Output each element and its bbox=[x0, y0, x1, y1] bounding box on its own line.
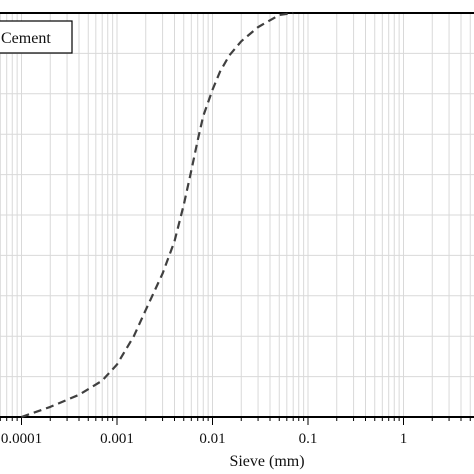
x-tick-label: 1 bbox=[400, 431, 408, 447]
x-tick-label: 0.1 bbox=[299, 431, 318, 447]
x-axis-title: Sieve (mm) bbox=[229, 453, 304, 470]
x-tick-label: 0.0001 bbox=[1, 431, 42, 447]
x-axis-ticks bbox=[0, 417, 471, 425]
x-tick-label: 0.001 bbox=[100, 431, 134, 447]
legend-box bbox=[0, 20, 73, 54]
legend-entry-cement: Cement bbox=[1, 30, 51, 47]
series-line-cement bbox=[21, 11, 294, 419]
x-tick-label: 0.01 bbox=[199, 431, 225, 447]
legend: Cement bbox=[0, 20, 73, 54]
grid bbox=[0, 12, 474, 418]
x-axis-tick-labels: 0.0001 0.001 0.01 0.1 1 bbox=[1, 431, 407, 447]
